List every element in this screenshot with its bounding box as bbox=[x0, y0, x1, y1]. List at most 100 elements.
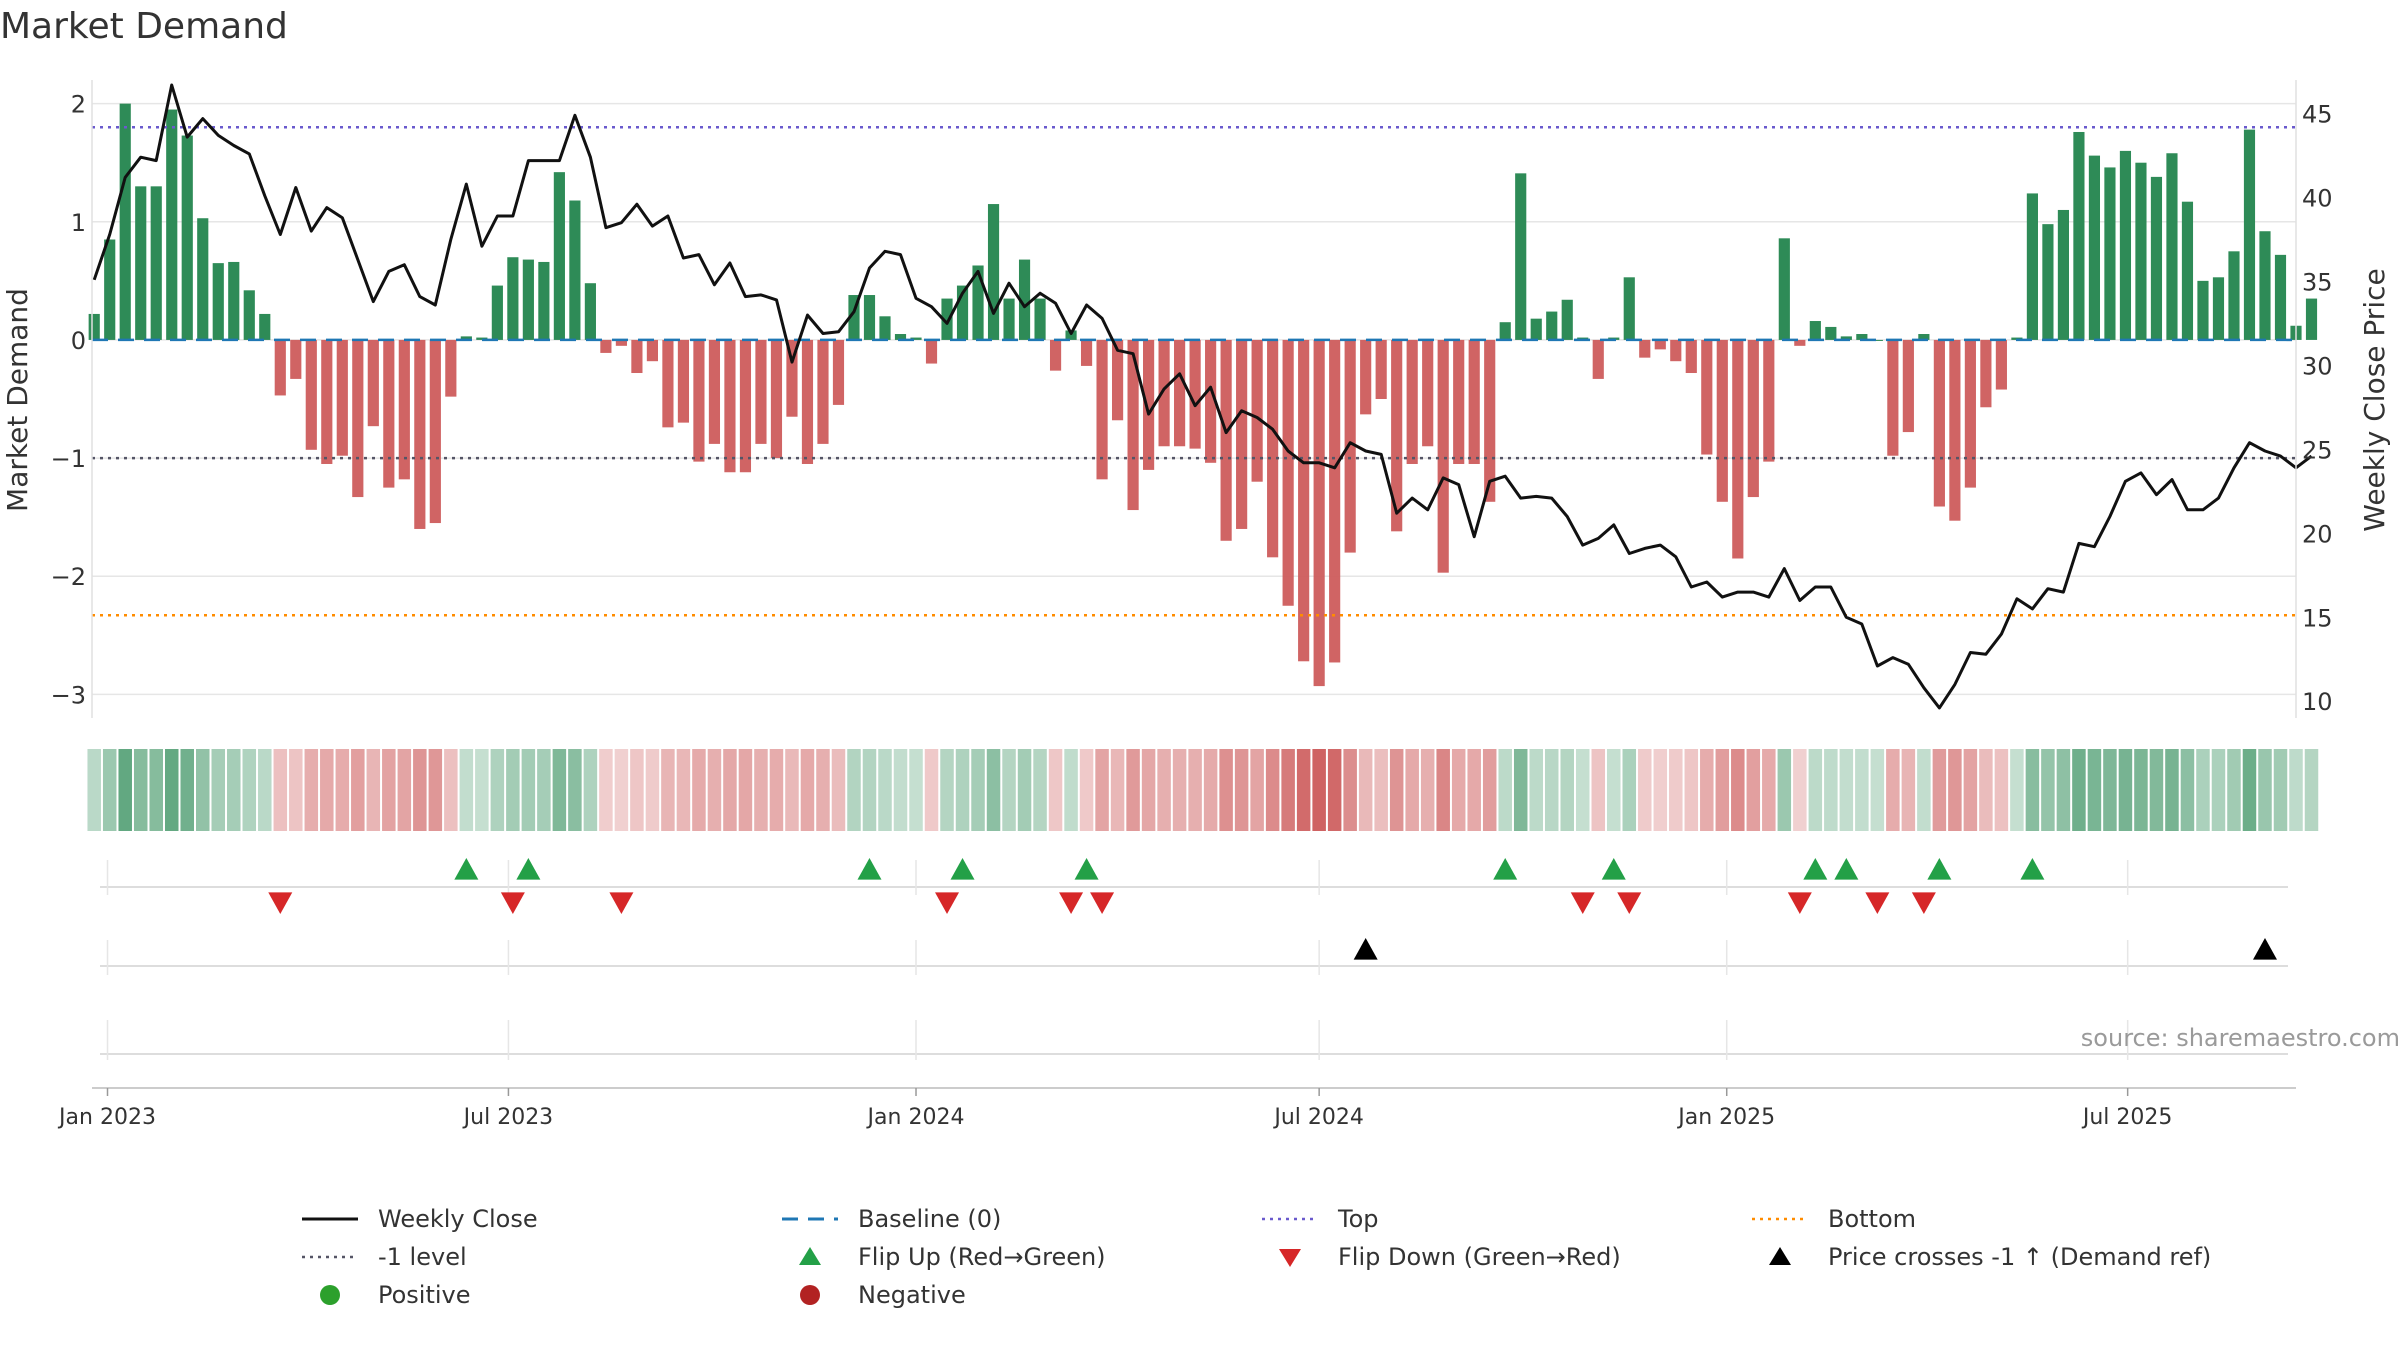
positive-bar bbox=[987, 204, 1000, 340]
positive-bar bbox=[135, 186, 147, 340]
heat-cell bbox=[180, 749, 195, 831]
heat-cell bbox=[196, 749, 210, 831]
heat-cell bbox=[1451, 749, 1466, 831]
heat-cell bbox=[475, 749, 489, 831]
positive-bar bbox=[2150, 176, 2163, 340]
flip-up-marker bbox=[1803, 858, 1828, 880]
heat-cell bbox=[2056, 749, 2071, 831]
positive-bar bbox=[941, 298, 953, 340]
positive-bar bbox=[2104, 167, 2116, 340]
heat-cell bbox=[444, 749, 458, 831]
negative-bar bbox=[631, 339, 643, 374]
legend-item: -1 level bbox=[300, 1243, 467, 1271]
weekly-close-line bbox=[92, 83, 2313, 710]
heat-cell bbox=[1870, 749, 1885, 831]
legend-symbol-icon bbox=[1262, 1217, 1318, 1221]
right-tick-label: 30 bbox=[2302, 352, 2333, 380]
right-tick-label: 15 bbox=[2302, 604, 2333, 632]
legend-label: Baseline (0) bbox=[858, 1205, 1002, 1233]
negative-bar bbox=[1794, 339, 1806, 346]
heat-cell bbox=[2041, 749, 2055, 831]
negative-bar bbox=[1701, 339, 1713, 455]
positive-bar bbox=[212, 263, 224, 340]
negative-bar bbox=[367, 339, 379, 427]
heat-cell bbox=[133, 749, 148, 831]
flip-up-marker bbox=[1493, 858, 1518, 880]
positive-bar bbox=[2042, 224, 2054, 340]
x-tick-label: Jan 2025 bbox=[1676, 1105, 1775, 1130]
positive-bar bbox=[1918, 334, 1930, 340]
flip-down-marker bbox=[268, 892, 293, 914]
positive-bar bbox=[259, 313, 271, 340]
legend-symbol-icon bbox=[1769, 1247, 1791, 1265]
heat-cell bbox=[1529, 749, 1543, 831]
heat-cell bbox=[2304, 749, 2319, 831]
positive-bar bbox=[2166, 153, 2178, 340]
heat-cell bbox=[2165, 749, 2179, 831]
negative-bar bbox=[1716, 339, 1728, 502]
left-axis-ticks: 2 1 0 −1 −2 −3 bbox=[51, 91, 86, 710]
right-tick-label: 45 bbox=[2302, 101, 2333, 129]
heat-cell bbox=[211, 749, 226, 831]
negative-bar bbox=[1344, 339, 1356, 553]
positive-bar bbox=[243, 290, 255, 340]
legend-item: Weekly Close bbox=[300, 1205, 538, 1233]
negative-bar bbox=[336, 339, 348, 456]
positive-bar bbox=[848, 295, 860, 340]
heat-cell bbox=[521, 749, 536, 831]
negative-bar bbox=[1670, 339, 1682, 362]
positive-bar bbox=[2212, 277, 2225, 340]
heat-cell bbox=[1855, 749, 1869, 831]
negative-bar bbox=[786, 339, 798, 417]
demand-heat-strip bbox=[87, 749, 2319, 831]
heat-cell bbox=[289, 749, 303, 831]
legend-label: Flip Down (Green→Red) bbox=[1338, 1243, 1621, 1271]
heat-cell bbox=[1731, 749, 1745, 831]
heat-cell bbox=[1482, 749, 1497, 831]
heat-cell bbox=[273, 749, 288, 831]
heat-cell bbox=[971, 749, 985, 831]
heat-cell bbox=[351, 749, 365, 831]
negative-bar bbox=[755, 339, 767, 444]
positive-bar bbox=[1034, 298, 1046, 340]
left-tick-label: 0 bbox=[71, 327, 86, 355]
heat-cell bbox=[1079, 749, 1094, 831]
heat-cell bbox=[630, 749, 644, 831]
heat-cell bbox=[2196, 749, 2210, 831]
positive-bar bbox=[1018, 259, 1031, 340]
heat-cell bbox=[1188, 749, 1202, 831]
negative-bar bbox=[1949, 339, 1961, 521]
legend-symbol-icon bbox=[1752, 1217, 1808, 1221]
negative-bar bbox=[1902, 339, 1914, 433]
heat-cell bbox=[1653, 749, 1668, 831]
negative-bar bbox=[662, 339, 674, 428]
negative-bar bbox=[615, 339, 627, 346]
positive-bar bbox=[2026, 193, 2038, 340]
flip-up-marker bbox=[950, 858, 975, 880]
price-cross-markers bbox=[1353, 938, 2277, 960]
heat-cell bbox=[1095, 749, 1109, 831]
heat-cell bbox=[1126, 749, 1140, 831]
right-tick-label: 35 bbox=[2302, 268, 2333, 296]
right-axis-label: Weekly Close Price bbox=[2358, 268, 2391, 531]
legend-symbol-icon bbox=[782, 1217, 838, 1221]
flip-down-marker bbox=[1865, 892, 1890, 914]
positive-bar bbox=[119, 103, 131, 340]
heat-cell bbox=[2273, 749, 2288, 831]
negative-bar bbox=[383, 339, 395, 488]
negative-bar bbox=[1484, 339, 1496, 502]
legend-item: Positive bbox=[300, 1281, 471, 1309]
positive-bar bbox=[197, 218, 209, 340]
right-tick-label: 10 bbox=[2302, 688, 2333, 716]
heat-cell bbox=[1948, 749, 1962, 831]
positive-bar bbox=[104, 239, 116, 340]
legend-symbol-icon bbox=[800, 1285, 820, 1305]
positive-bar bbox=[507, 257, 519, 340]
negative-bar bbox=[1592, 339, 1604, 379]
heat-cell bbox=[490, 749, 505, 831]
heat-cell bbox=[645, 749, 660, 831]
positive-bar bbox=[1840, 336, 1852, 340]
heat-cell bbox=[459, 749, 474, 831]
negative-bar bbox=[290, 339, 302, 379]
positive-bar bbox=[1499, 322, 1511, 340]
